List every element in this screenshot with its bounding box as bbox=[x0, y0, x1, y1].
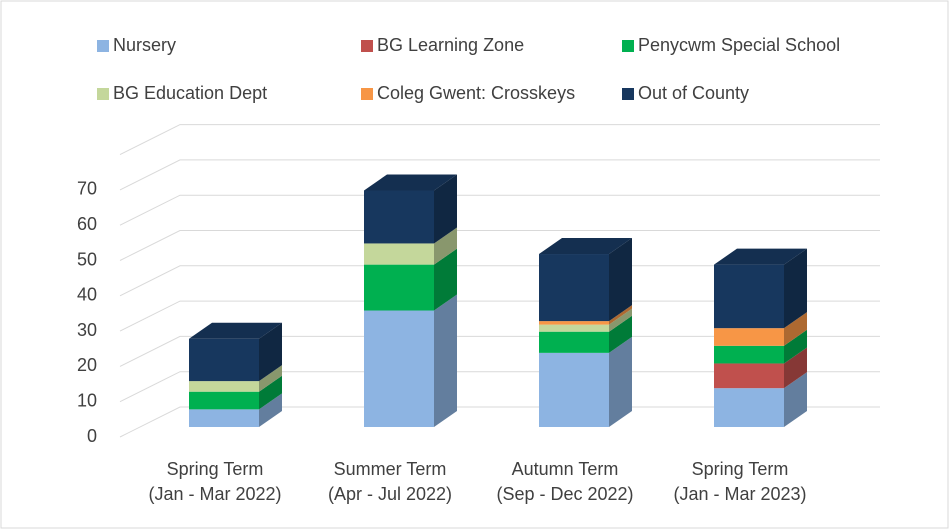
grid-line bbox=[119, 265, 880, 297]
legend-label: Nursery bbox=[113, 35, 176, 55]
legend-label: BG Learning Zone bbox=[377, 35, 524, 55]
bar-side bbox=[784, 347, 807, 389]
y-tick-label: 40 bbox=[77, 285, 97, 305]
bar-segment bbox=[714, 264, 784, 329]
bar-segment bbox=[189, 381, 259, 392]
bar-segment bbox=[189, 391, 259, 410]
y-tick-label: 20 bbox=[77, 355, 97, 375]
bar-side bbox=[259, 393, 282, 427]
bar-side bbox=[609, 305, 632, 325]
bar-side bbox=[259, 322, 282, 382]
legend-swatch bbox=[97, 88, 109, 100]
legend-label: Out of County bbox=[638, 83, 749, 103]
bar-segment bbox=[189, 409, 259, 427]
grid-line bbox=[119, 159, 880, 191]
bar-segment bbox=[364, 264, 434, 311]
bar-segment bbox=[539, 331, 609, 353]
x-tick-label: Spring Term (Jan - Mar 2022) bbox=[148, 459, 282, 504]
y-tick-label: 70 bbox=[77, 179, 97, 199]
grid-line bbox=[119, 300, 880, 332]
y-tick-label: 50 bbox=[77, 249, 97, 269]
legend-swatch bbox=[622, 40, 634, 52]
bar-segment bbox=[189, 338, 259, 382]
y-tick-label: 30 bbox=[77, 320, 97, 340]
bar-side bbox=[259, 375, 282, 410]
y-tick-label: 0 bbox=[87, 426, 97, 446]
bar-top bbox=[364, 174, 457, 191]
bar-side bbox=[784, 248, 807, 329]
legend-label: BG Education Dept bbox=[113, 83, 267, 103]
grid-line bbox=[119, 406, 880, 438]
bar-segment bbox=[714, 363, 784, 389]
grid-line bbox=[119, 335, 880, 367]
grid-line bbox=[119, 124, 880, 156]
bar-segment bbox=[714, 345, 784, 364]
grid-line bbox=[119, 371, 880, 403]
y-tick-label: 10 bbox=[77, 390, 97, 410]
bar-side bbox=[609, 308, 632, 332]
bar-side bbox=[434, 248, 457, 311]
bar-segment bbox=[364, 310, 434, 427]
bar-segment bbox=[539, 324, 609, 332]
bar-segment bbox=[364, 243, 434, 265]
bar-top bbox=[189, 322, 282, 339]
bar-side bbox=[784, 312, 807, 346]
bar-top bbox=[714, 248, 807, 265]
y-tick-label: 60 bbox=[77, 214, 97, 234]
x-tick-label: Spring Term (Jan - Mar 2023) bbox=[673, 459, 807, 504]
x-tick-label: Summer Term (Apr - Jul 2022) bbox=[327, 459, 453, 504]
bar-side bbox=[609, 336, 632, 427]
bar-segment bbox=[539, 352, 609, 427]
bar-segment bbox=[714, 388, 784, 427]
legend-swatch bbox=[622, 88, 634, 100]
legend-swatch bbox=[361, 88, 373, 100]
bar-side bbox=[609, 238, 632, 322]
bar-segment bbox=[539, 321, 609, 325]
bar-side bbox=[434, 227, 457, 265]
legend-swatch bbox=[361, 40, 373, 52]
bar-side bbox=[609, 315, 632, 353]
bar-segment bbox=[539, 254, 609, 322]
x-tick-label: Autumn Term (Sep - Dec 2022) bbox=[496, 459, 634, 504]
bar-top bbox=[539, 238, 632, 255]
bar-side bbox=[784, 329, 807, 364]
legend-label: Coleg Gwent: Crosskeys bbox=[377, 83, 575, 103]
bar-segment bbox=[364, 190, 434, 244]
legend-swatch bbox=[97, 40, 109, 52]
bar-side bbox=[434, 294, 457, 427]
bar-side bbox=[259, 365, 282, 392]
grid-line bbox=[119, 194, 880, 226]
legend-label: Penycwm Special School bbox=[638, 35, 840, 55]
bar-segment bbox=[714, 328, 784, 346]
bar-side bbox=[434, 174, 457, 244]
bar-side bbox=[784, 372, 807, 427]
grid-line bbox=[119, 230, 880, 261]
